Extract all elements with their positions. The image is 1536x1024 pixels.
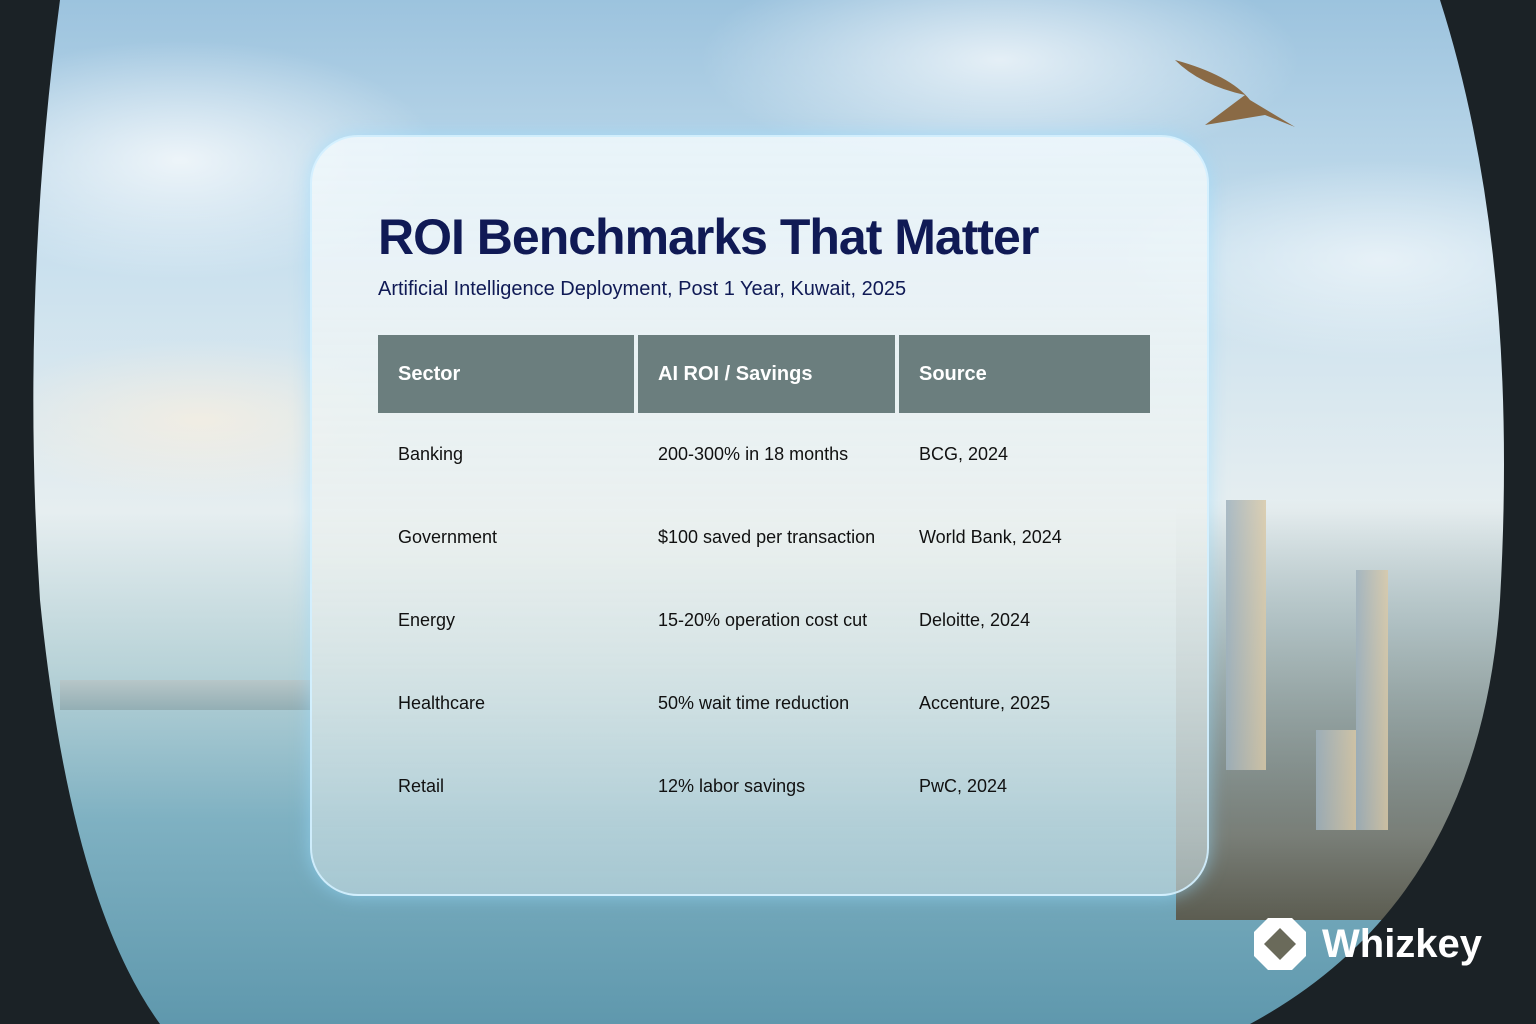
cell-roi: $100 saved per transaction <box>658 527 876 547</box>
table-row: Banking 200-300% in 18 months BCG, 2024 <box>378 413 1150 496</box>
table-row: Government $100 saved per transaction Worl… <box>378 496 1150 579</box>
cell-roi: 50% wait time reduction <box>658 693 850 713</box>
city-skyline <box>1176 500 1506 920</box>
page-title: ROI Benchmarks That Matter <box>378 209 1039 265</box>
table-header-row: Sector AI ROI / Savings Source <box>378 335 1150 413</box>
cell-source: Accenture, 2025 <box>919 693 1051 713</box>
cell-roi: 15-20% operation cost cut <box>658 610 868 630</box>
brand-logo: Whizkey <box>1252 916 1482 972</box>
table-row: Retail 12% labor savings PwC, 2024 <box>378 745 1150 828</box>
page-subtitle: Artificial Intelligence Deployment, Post… <box>378 278 907 300</box>
cell-sector: Healthcare <box>398 693 486 713</box>
cell-source: Deloitte, 2024 <box>919 610 1031 630</box>
cell-source: PwC, 2024 <box>919 776 1008 796</box>
header-source: Source <box>899 335 1150 413</box>
cell-roi: 200-300% in 18 months <box>658 444 849 464</box>
cell-roi: 12% labor savings <box>658 776 806 796</box>
aircraft-icon <box>1175 60 1295 127</box>
cell-sector: Government <box>398 527 498 547</box>
table-row: Healthcare 50% wait time reduction Accentu… <box>378 662 1150 745</box>
cell-sector: Retail <box>398 776 445 796</box>
cell-source: World Bank, 2024 <box>919 527 1062 547</box>
table-row: Energy 15-20% operation cost cut Deloitte,… <box>378 579 1150 662</box>
whizkey-logo-icon <box>1254 918 1306 970</box>
header-sector: Sector <box>378 335 634 413</box>
glass-card <box>310 135 1209 896</box>
roi-table: Sector AI ROI / Savings Source Banking 20… <box>374 335 1154 828</box>
header-roi: AI ROI / Savings <box>638 335 895 413</box>
cell-sector: Energy <box>398 610 456 630</box>
cell-source: BCG, 2024 <box>919 444 1009 464</box>
cell-sector: Banking <box>398 444 464 464</box>
brand-name: Whizkey <box>1322 921 1483 966</box>
distant-shoreline <box>60 680 310 710</box>
